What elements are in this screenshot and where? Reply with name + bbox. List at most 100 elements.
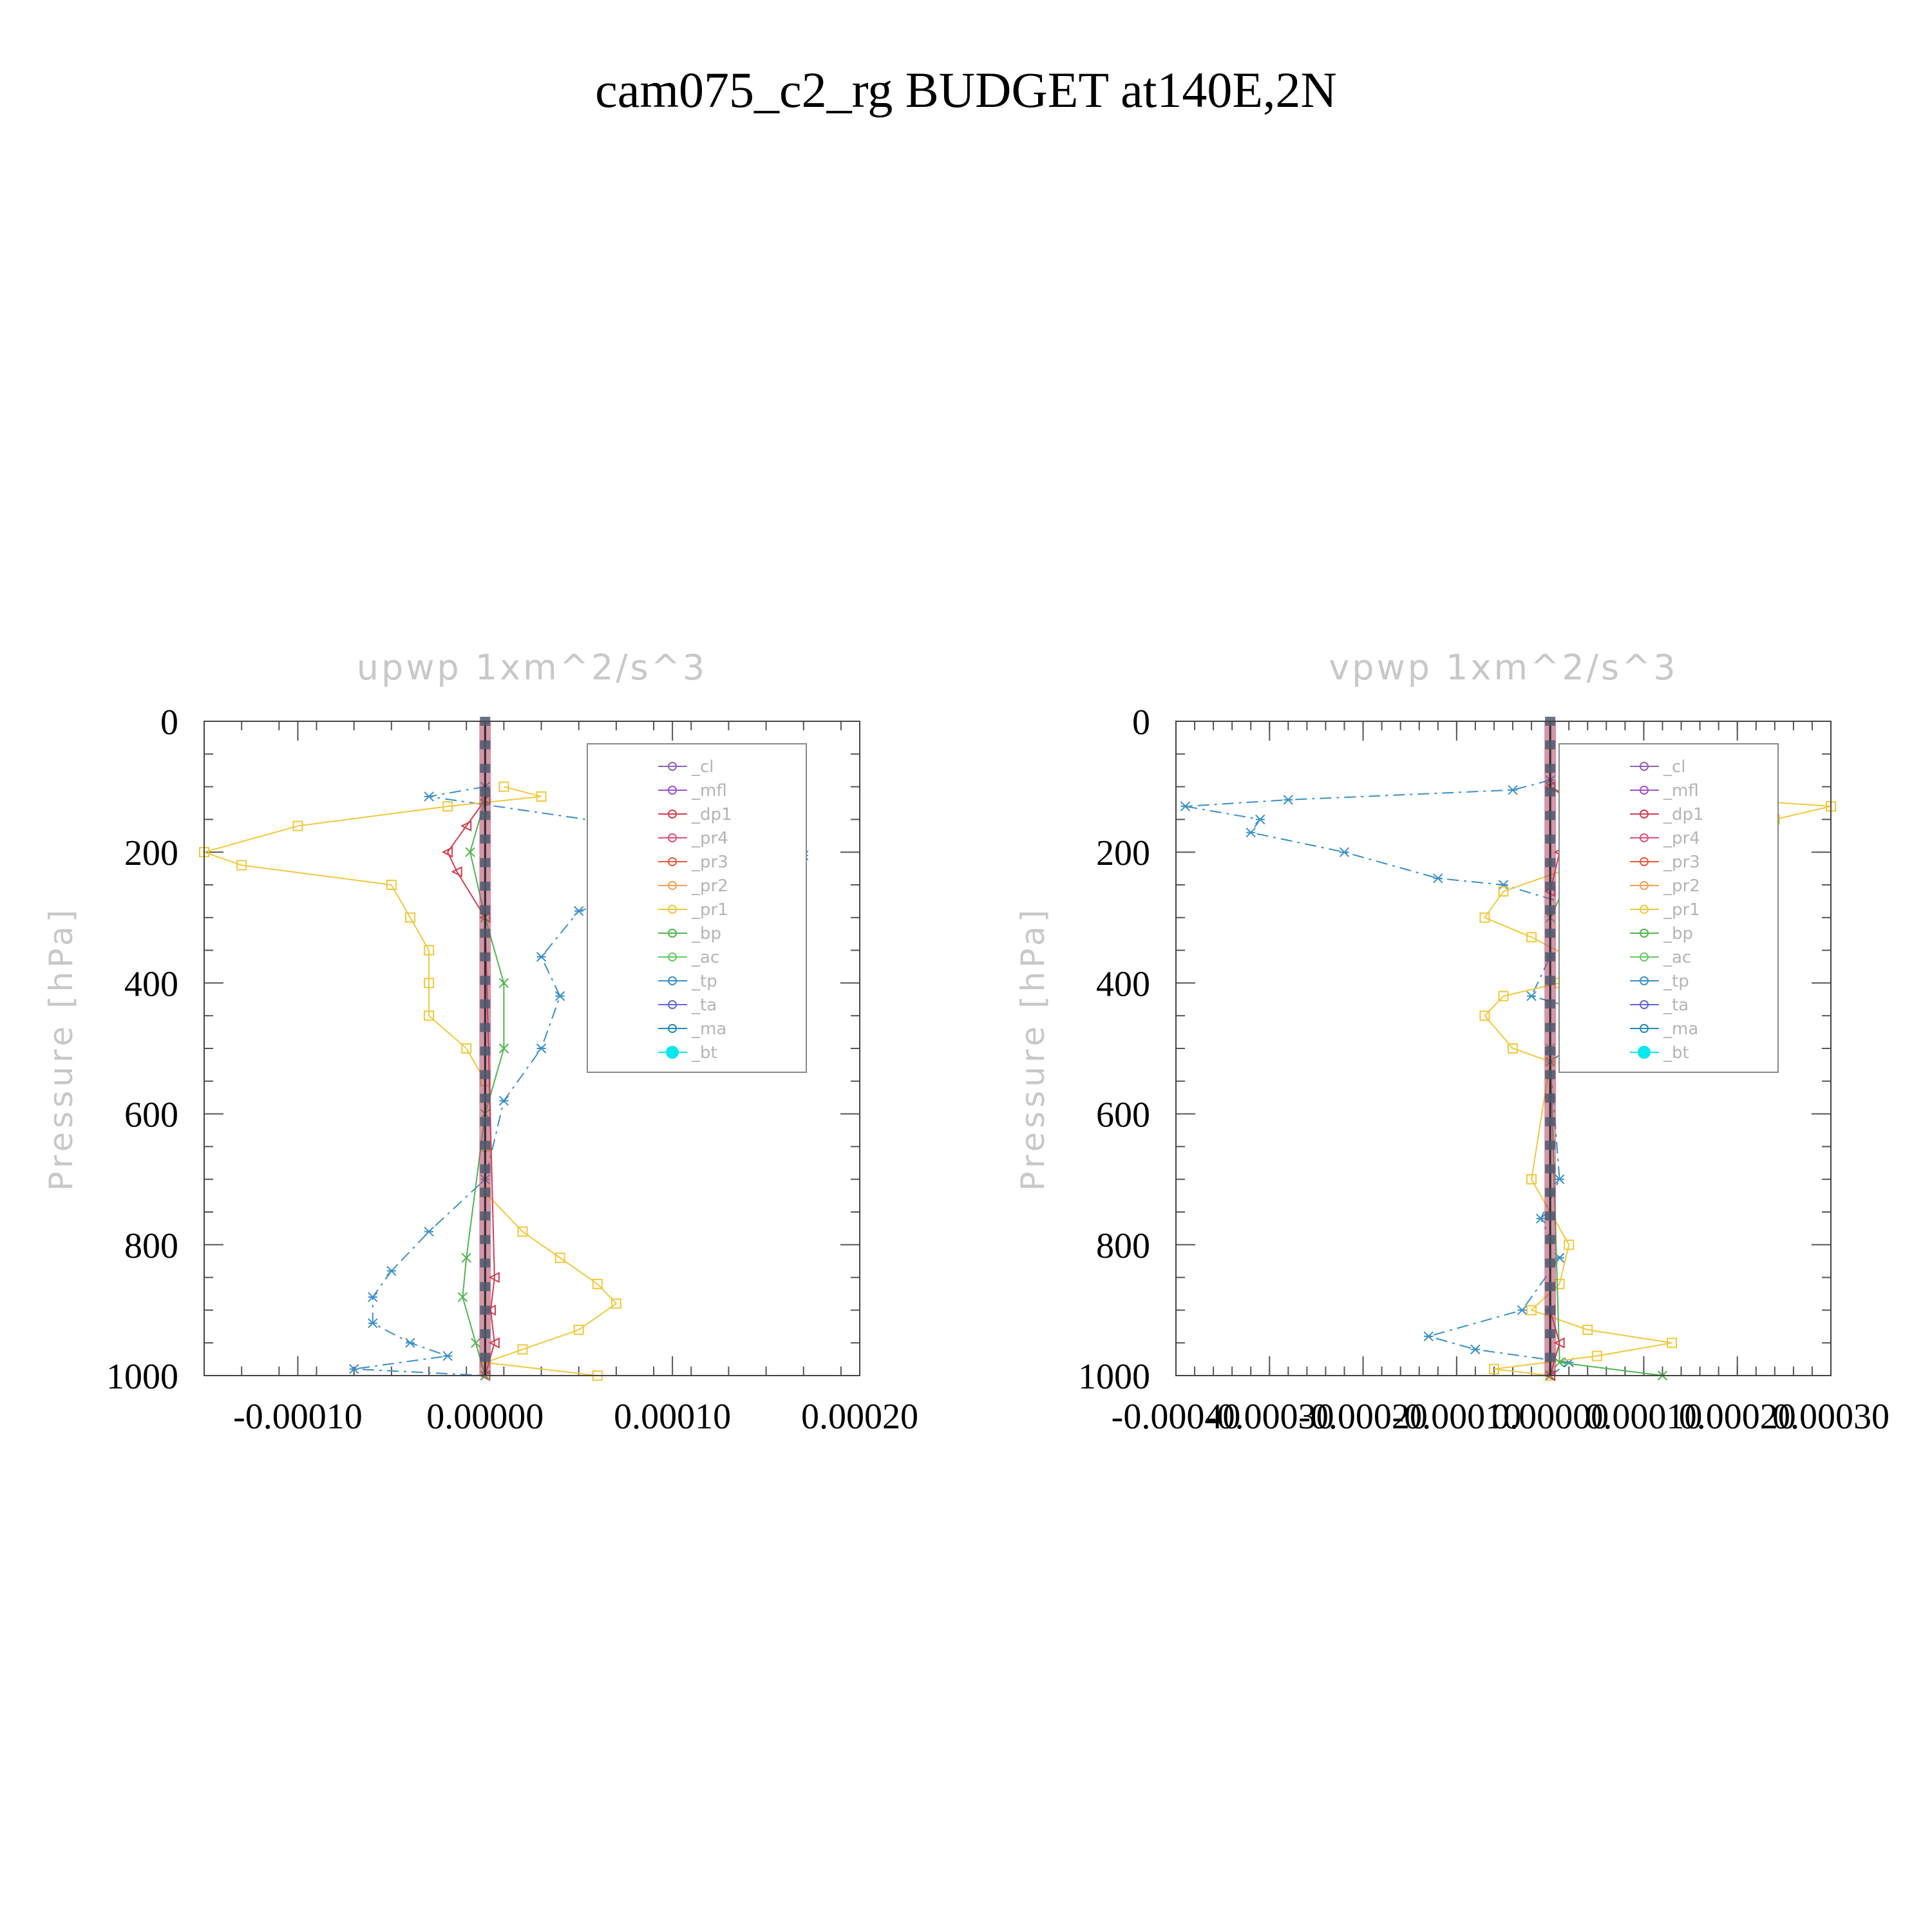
marker <box>471 1338 481 1348</box>
legend-marker <box>668 833 677 842</box>
legend-item: _tp <box>658 972 717 991</box>
page-title: cam075_c2_rg BUDGET at140E,2N <box>595 62 1337 118</box>
legend-label: _cl <box>691 757 714 777</box>
legend-label: _bt <box>1663 1043 1689 1063</box>
bundle-marker <box>1545 929 1556 938</box>
legend-label: _pr1 <box>691 900 728 920</box>
legend-marker <box>1640 762 1649 771</box>
legend-label: _pr1 <box>1663 900 1700 920</box>
legend-label: _pr2 <box>1663 876 1700 896</box>
y-tick-label: 0 <box>160 703 178 743</box>
bundle-marker <box>480 1305 491 1315</box>
marker <box>461 1253 471 1263</box>
legend-box <box>1558 743 1779 1073</box>
marker <box>451 866 462 878</box>
legend-item: _pr2 <box>1630 876 1700 896</box>
legend-marker <box>668 1000 677 1009</box>
marker <box>498 1043 509 1054</box>
y-tick-label: 400 <box>124 964 178 1004</box>
bundle-marker <box>480 1141 491 1150</box>
marker <box>1526 1174 1537 1185</box>
x-tick-label: -0.00010 <box>233 1397 363 1437</box>
legend-label: _ta <box>691 996 717 1015</box>
bundle-marker <box>480 999 491 1009</box>
bundle-marker <box>1545 1117 1556 1126</box>
bundle-marker <box>1545 952 1556 961</box>
marker <box>442 801 453 812</box>
marker <box>441 846 453 858</box>
bundle-marker <box>480 740 491 750</box>
y-tick-label: 800 <box>124 1226 178 1266</box>
chart-panel-1: upwp 1xm^2/s^3 Pressure [hPa] 0 200 400 600 80… <box>43 647 918 1437</box>
bundle-marker <box>1545 811 1556 820</box>
legend-marker <box>668 976 677 985</box>
legend-marker <box>668 786 677 795</box>
legend-item: _cl <box>1630 757 1686 777</box>
marker <box>488 1337 500 1349</box>
marker <box>1526 1305 1537 1316</box>
bundle-marker <box>480 905 491 914</box>
marker <box>424 978 435 989</box>
legend-item: _pr2 <box>658 876 728 896</box>
y-tick-label: 600 <box>1096 1095 1150 1135</box>
bundle-marker <box>1545 1046 1556 1056</box>
legend-label: _tp <box>691 972 717 991</box>
marker <box>1498 990 1509 1001</box>
legend-item: _pr1 <box>658 900 728 920</box>
marker <box>1488 1363 1499 1374</box>
legend-item: _bt <box>1630 1043 1689 1063</box>
legend-box <box>587 743 807 1073</box>
bundle-marker <box>480 1094 491 1103</box>
legend-marker <box>1638 1046 1651 1059</box>
legend-label: _bp <box>1663 924 1693 943</box>
zero-bundle <box>479 717 491 1376</box>
bundle-marker <box>1545 1282 1556 1291</box>
bundle-marker <box>480 834 491 844</box>
x-tick-label: -0.00040 <box>1112 1397 1241 1437</box>
y-tick-label: 1000 <box>106 1357 178 1397</box>
bundle-marker <box>1545 1352 1556 1362</box>
legend-marker <box>1640 857 1649 866</box>
bundle-marker <box>1545 1023 1556 1032</box>
legend-item: _tp <box>1630 972 1689 991</box>
marker <box>488 1271 500 1283</box>
legend-item: _ac <box>658 948 719 967</box>
x-tick-label: 0.00020 <box>801 1397 918 1437</box>
legend-marker <box>1640 952 1649 961</box>
x-tick-label: 0.00010 <box>614 1397 731 1437</box>
marker <box>292 820 303 831</box>
y-axis-label: Pressure [hPa] <box>43 906 80 1191</box>
zero-bundle <box>1544 717 1557 1376</box>
x-tick-label: 0.00020 <box>1679 1397 1796 1437</box>
y-tick-label: 200 <box>124 833 178 873</box>
legend-label: _ma <box>1663 1019 1698 1039</box>
y-tick-label: 200 <box>1096 833 1150 873</box>
marker <box>1498 886 1509 897</box>
bundle-marker <box>1545 905 1556 914</box>
legend-marker <box>668 762 677 771</box>
legend: _cl _mfl _dp1 _pr4 _pr3 _pr2 _pr1 _bp _ac _tp _ta _… <box>1558 743 1779 1073</box>
legend-label: _ac <box>1663 948 1691 967</box>
legend-marker <box>1640 786 1649 795</box>
bundle-marker <box>480 811 491 820</box>
y-tick-label: 800 <box>1096 1226 1150 1266</box>
legend-marker <box>666 1046 679 1059</box>
y-axis-label: Pressure [hPa] <box>1014 906 1052 1191</box>
legend-marker <box>1640 833 1649 842</box>
bundle-marker <box>1545 976 1556 985</box>
legend-label: _pr3 <box>691 853 728 872</box>
marker <box>465 847 475 857</box>
bundle-marker <box>1545 1070 1556 1079</box>
bundle-marker <box>480 1188 491 1197</box>
plot-frame <box>204 721 860 1376</box>
marker <box>1667 1338 1678 1349</box>
bundle-marker <box>480 1164 491 1173</box>
bundle-marker <box>480 1329 491 1338</box>
bundle-marker <box>1545 834 1556 844</box>
marker <box>1582 1324 1593 1335</box>
marker <box>457 1292 468 1302</box>
bundle-marker <box>480 1117 491 1126</box>
bundle-marker <box>1545 858 1556 867</box>
bundle-marker <box>1545 1188 1556 1197</box>
marker <box>424 945 435 956</box>
